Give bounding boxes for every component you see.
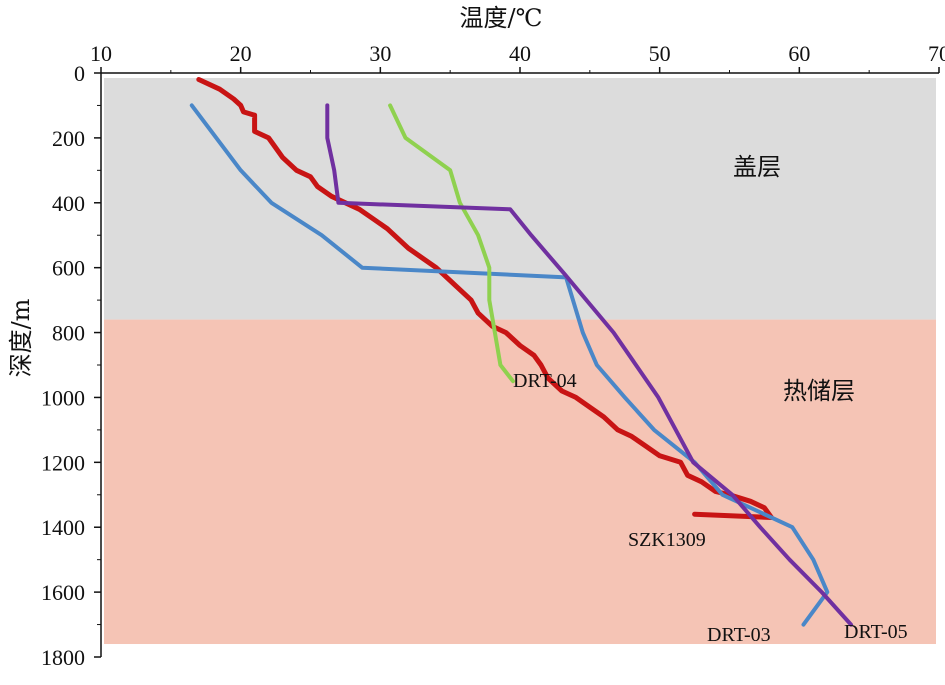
axes-layer: 10 20 30 40 50 60 70 0 200 400 600 800 1000 1200 1400 1… [41,41,945,670]
series-line-drt-03 [189,103,830,627]
y-tick-label-5: 1000 [41,385,85,410]
y-tick-label-1: 200 [52,126,85,151]
series-label-szk1309: SZK1309 [628,529,706,551]
y-tick-label-3: 600 [52,256,85,281]
series-layer [189,77,853,627]
series-line-drt-04 [388,103,515,384]
series-label-drt-03: DRT-03 [707,624,771,646]
zone-band-0 [104,78,936,320]
x-tick-label-1: 20 [230,41,252,66]
series-line-drt-05 [325,103,853,627]
y-axis-title: 深度/m [7,298,35,377]
x-axis-title: 温度/℃ [460,4,543,32]
zone-label-1: 热储层 [783,377,855,405]
y-tick-label-2: 400 [52,191,85,216]
x-tick-label-4: 50 [649,41,671,66]
series-label-drt-05: DRT-05 [844,621,908,643]
x-tick-label-6: 70 [928,41,945,66]
y-tick-label-9: 1800 [41,645,85,670]
zone-label-0: 盖层 [733,153,781,181]
y-tick-label-0: 0 [74,61,85,86]
zone-band-1 [104,319,936,645]
y-tick-label-6: 1200 [41,450,85,475]
series-label-drt-04: DRT-04 [513,370,577,392]
y-tick-label-7: 1400 [41,515,85,540]
y-tick-label-4: 800 [52,321,85,346]
x-tick-label-3: 40 [509,41,531,66]
x-tick-label-2: 30 [369,41,391,66]
y-tick-label-8: 1600 [41,580,85,605]
x-tick-label-5: 60 [788,41,810,66]
x-tick-label-0: 10 [90,41,112,66]
labels-layer: DRT-04 SZK1309 DRT-03 DRT-05 [513,370,908,646]
series-line-szk1309 [196,77,774,520]
